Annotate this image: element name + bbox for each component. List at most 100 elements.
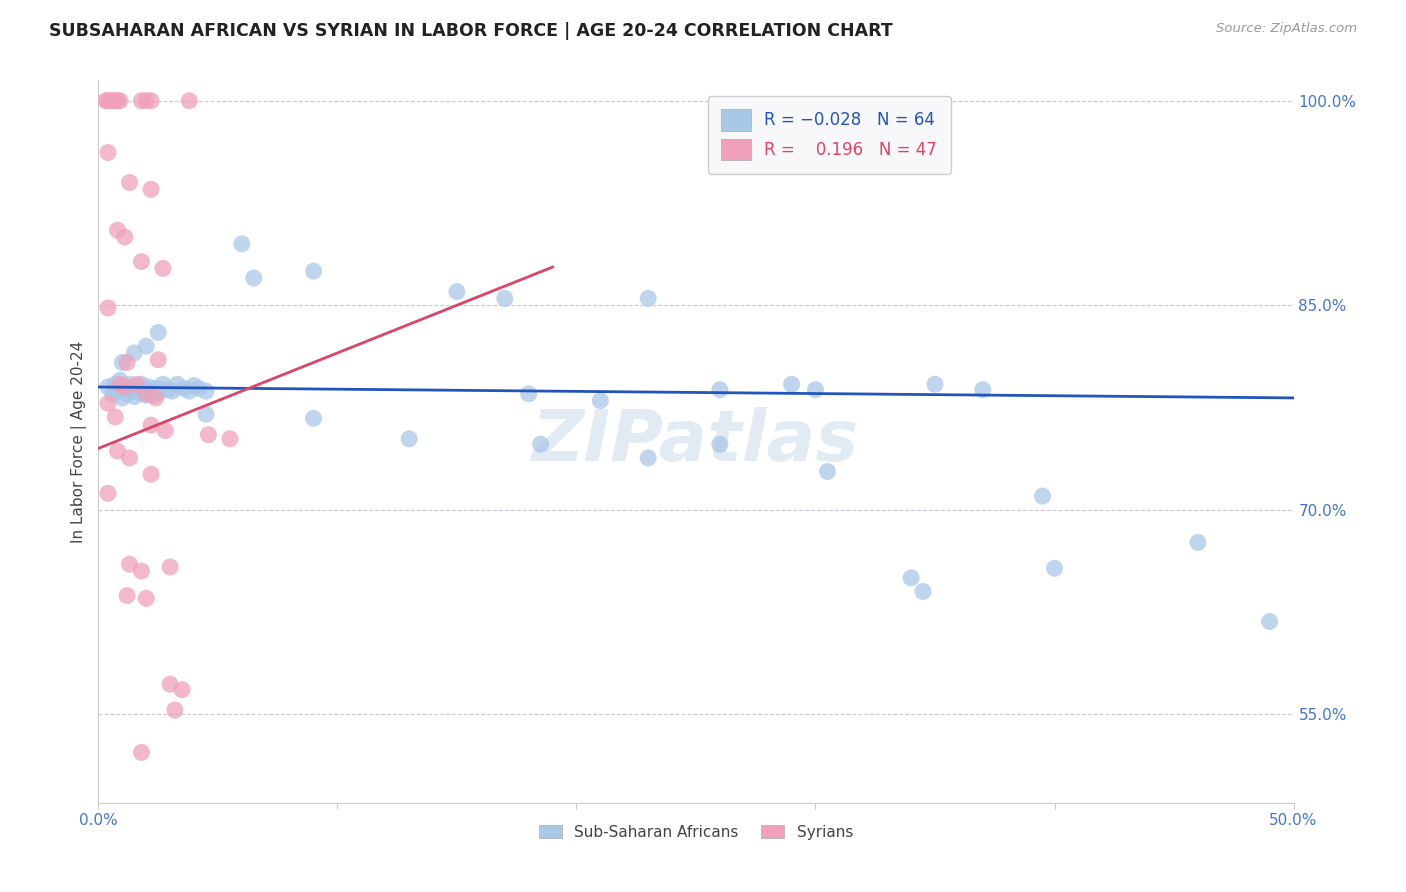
Point [131, 94, 153, 108]
Point [131, 254, 153, 268]
Point [114, 380, 136, 394]
Point [155, 424, 177, 438]
Point [398, 432, 420, 446]
Point [107, 94, 129, 108]
Point [97, 486, 120, 500]
Point [101, 387, 124, 401]
Point [148, 352, 170, 367]
Point [709, 437, 731, 451]
Point [135, 94, 157, 108]
Point [162, 384, 184, 398]
Point [125, 380, 148, 394]
Point [108, 94, 131, 108]
Point [118, 377, 141, 392]
Point [804, 383, 827, 397]
Point [195, 384, 218, 398]
Point [111, 355, 134, 369]
Y-axis label: In Labor Force | Age 20-24: In Labor Force | Age 20-24 [72, 341, 87, 542]
Point [97, 396, 120, 410]
Point [118, 450, 141, 465]
Point [124, 390, 146, 404]
Point [97, 380, 120, 394]
Point [900, 571, 922, 585]
Point [183, 378, 205, 392]
Text: ZIPatlas: ZIPatlas [533, 407, 859, 476]
Point [159, 560, 181, 574]
Point [972, 383, 994, 397]
Point [302, 411, 325, 425]
Point [709, 383, 731, 397]
Point [101, 94, 124, 108]
Point [637, 450, 659, 465]
Point [166, 377, 188, 392]
Point [139, 467, 162, 482]
Point [115, 589, 138, 603]
Point [131, 745, 153, 759]
Point [118, 176, 141, 190]
Point [243, 271, 266, 285]
Point [145, 381, 167, 395]
Point [111, 391, 134, 405]
Point [179, 94, 201, 108]
Point [156, 383, 179, 397]
Point [97, 145, 120, 160]
Point [159, 677, 181, 691]
Point [139, 94, 162, 108]
Point [637, 292, 659, 306]
Point [104, 409, 127, 424]
Point [231, 236, 253, 251]
Point [195, 407, 218, 421]
Point [97, 301, 120, 315]
Point [530, 437, 553, 451]
Point [115, 387, 138, 401]
Point [131, 377, 153, 392]
Point [139, 182, 162, 196]
Point [517, 387, 540, 401]
Point [148, 385, 170, 400]
Point [135, 387, 157, 401]
Point [446, 285, 468, 299]
Point [108, 377, 131, 392]
Point [911, 584, 934, 599]
Point [132, 384, 155, 398]
Point [152, 261, 174, 276]
Point [302, 264, 325, 278]
Point [179, 384, 201, 398]
Point [128, 385, 150, 400]
Point [1187, 535, 1209, 549]
Point [138, 380, 160, 394]
Point [135, 339, 157, 353]
Point [589, 393, 612, 408]
Text: Source: ZipAtlas.com: Source: ZipAtlas.com [1216, 22, 1357, 36]
Point [104, 377, 127, 392]
Text: SUBSAHARAN AFRICAN VS SYRIAN IN LABOR FORCE | AGE 20-24 CORRELATION CHART: SUBSAHARAN AFRICAN VS SYRIAN IN LABOR FO… [49, 22, 893, 40]
Point [139, 385, 162, 400]
Point [107, 444, 129, 458]
Point [118, 558, 141, 572]
Point [114, 230, 136, 244]
Point [1032, 489, 1054, 503]
Point [97, 94, 120, 108]
Point [135, 591, 157, 606]
Point [104, 94, 127, 108]
Point [107, 383, 129, 397]
Point [125, 377, 148, 392]
Point [815, 465, 838, 479]
Point [780, 377, 803, 392]
Point [131, 564, 153, 578]
Point [107, 223, 129, 237]
Legend: Sub-Saharan Africans, Syrians: Sub-Saharan Africans, Syrians [533, 819, 859, 846]
Point [142, 388, 165, 402]
Point [148, 326, 170, 340]
Point [494, 292, 516, 306]
Point [187, 381, 209, 395]
Point [94, 94, 117, 108]
Point [152, 377, 174, 392]
Point [145, 391, 167, 405]
Point [197, 427, 219, 442]
Point [1043, 561, 1066, 575]
Point [135, 388, 157, 402]
Point [121, 383, 143, 397]
Point [98, 94, 122, 108]
Point [1258, 615, 1281, 629]
